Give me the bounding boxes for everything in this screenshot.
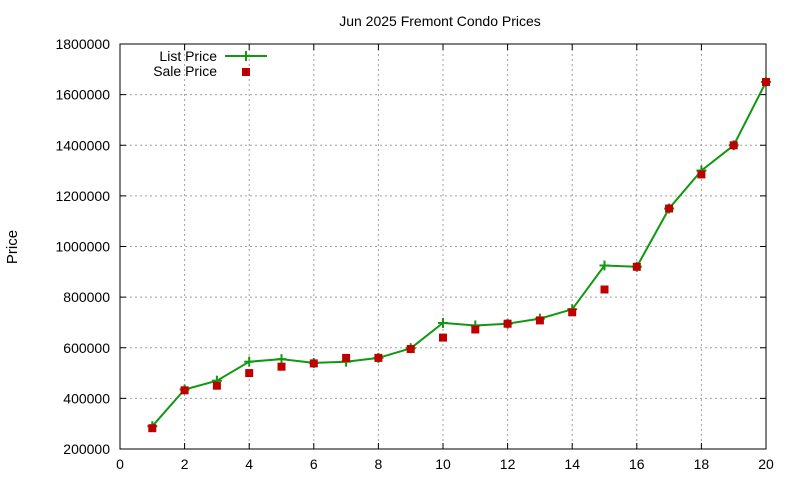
list-price-point (244, 356, 255, 367)
sale-price-point (471, 325, 480, 334)
plot-area-border (119, 43, 767, 450)
sale-price-point (245, 369, 254, 378)
axis-ticks: 0 2 4 6 8 10 12 14 16 18 20 200000 400000 600000 80000… (55, 36, 774, 472)
sale-price-point (212, 381, 221, 390)
sale-price-point (342, 353, 351, 362)
sale-price-point (600, 285, 609, 294)
x-tick-label: 2 (181, 456, 189, 472)
sale-price-point (535, 316, 544, 325)
sale-price-point (762, 78, 770, 86)
sale-price-point (439, 333, 447, 342)
sale-price-point (665, 204, 674, 213)
y-tick-label: 200000 (63, 441, 110, 457)
y-tick-label: 1000000 (55, 239, 110, 255)
x-tick-label: 10 (435, 456, 451, 472)
sale-price-point (632, 262, 641, 271)
sale-price-point (729, 141, 738, 150)
sale-price-point (277, 362, 286, 371)
y-tick-label: 1600000 (55, 87, 110, 103)
y-tick-label: 800000 (63, 289, 110, 305)
sale-price-point (374, 353, 383, 362)
sale-price-point (697, 170, 706, 179)
series-layer (147, 76, 771, 433)
y-tick-label: 1400000 (55, 137, 110, 153)
y-tick-label: 1200000 (55, 188, 110, 204)
list-price-line (151, 81, 767, 427)
x-tick-label: 16 (629, 456, 645, 472)
x-tick-label: 0 (116, 456, 124, 472)
legend-label-sale-price: Sale Price (153, 63, 217, 79)
list-price-point (276, 354, 287, 365)
x-tick-label: 20 (758, 456, 774, 472)
sale-price-point (180, 386, 189, 395)
y-tick-label: 1800000 (55, 36, 110, 52)
y-tick-label: 600000 (63, 340, 110, 356)
y-axis-label: Price (4, 230, 21, 264)
chart-title: Jun 2025 Fremont Condo Prices (339, 13, 541, 29)
legend-marker-sale-price (242, 68, 250, 76)
x-tick-label: 6 (310, 456, 318, 472)
legend-label-list-price: List Price (159, 48, 217, 64)
x-tick-label: 18 (694, 456, 710, 472)
sale-price-point (568, 308, 577, 317)
x-tick-label: 8 (375, 456, 383, 472)
y-tick-label: 400000 (63, 390, 110, 406)
sale-price-point (309, 359, 318, 368)
sale-price-point (503, 319, 512, 328)
list-price-point (438, 317, 448, 328)
list-price-point (599, 260, 610, 271)
x-tick-label: 14 (564, 456, 580, 472)
x-tick-label: 12 (500, 456, 516, 472)
legend: List Price Sale Price (153, 48, 267, 79)
sale-price-point (406, 345, 415, 353)
x-tick-label: 4 (245, 456, 253, 472)
sale-price-point (148, 424, 157, 433)
